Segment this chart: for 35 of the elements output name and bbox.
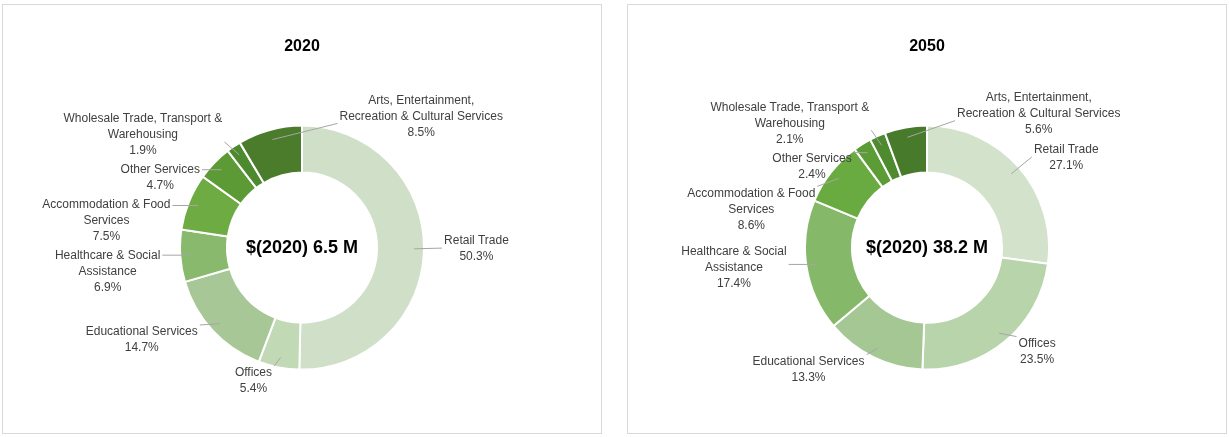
slice-label: Accommodation & Food Services	[42, 197, 171, 228]
data-label: 2.1%	[776, 131, 804, 146]
slice-label: Retail Trade	[1033, 142, 1099, 157]
text: $(2020) 38.2 M	[865, 236, 989, 257]
data-label: 13.3%	[791, 370, 826, 385]
data-label: 2.4%	[798, 166, 826, 181]
data-label: 1.9%	[129, 143, 157, 158]
slice-label: Other Services	[120, 162, 200, 177]
slice-label: Arts, Entertainment, Recreation & Cultural Services	[957, 90, 1121, 121]
data-label: 7.5%	[92, 229, 121, 244]
chart-title: 2020	[284, 37, 320, 55]
slice-label: Retail Trade	[444, 233, 510, 248]
slice-label: Accommodation & Food Services	[687, 185, 816, 216]
slice-label: Wholesale Trade, Transport & Warehousing	[63, 111, 223, 142]
slice-label: Healthcare & Social Assistance	[54, 248, 161, 279]
slice-label: Wholesale Trade, Transport & Warehousing	[710, 99, 870, 130]
data-label: 23.5%	[1020, 351, 1055, 366]
slice-label: Educational Services	[85, 324, 198, 339]
data-label: 5.4%	[239, 381, 268, 396]
slice-label: Educational Services	[752, 354, 865, 369]
chart-title: 2050	[909, 37, 945, 55]
slice-label: Arts, Entertainment, Recreation & Cultural Services	[339, 92, 503, 123]
data-label: 27.1%	[1049, 158, 1084, 173]
data-label: 8.5%	[407, 124, 436, 139]
data-label: 17.4%	[716, 276, 752, 291]
data-label: 4.7%	[146, 178, 175, 193]
data-label: 8.6%	[737, 217, 766, 232]
slice-label: Offices	[234, 365, 272, 380]
data-label: 50.3%	[459, 249, 494, 264]
text: $(2020) 6.5 M	[245, 236, 359, 257]
slice-label: Healthcare & Social Assistance	[681, 244, 787, 275]
data-label: 6.9%	[93, 280, 122, 295]
slice-label: Offices	[1018, 335, 1056, 350]
data-label: 5.6%	[1025, 122, 1053, 137]
data-label: 14.7%	[124, 340, 160, 355]
